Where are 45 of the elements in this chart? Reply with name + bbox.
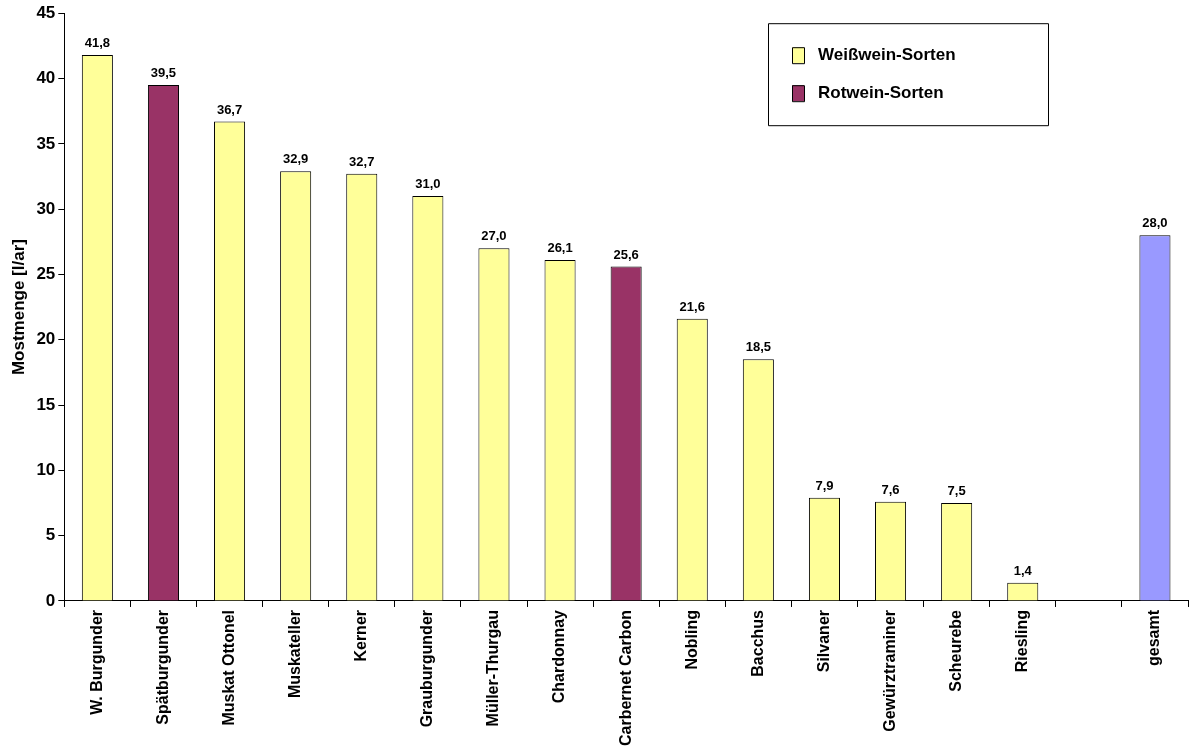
data-label: 32,9 bbox=[283, 151, 309, 167]
x-tick-label: Spätburgunder bbox=[153, 609, 171, 725]
y-tick-label: 45 bbox=[36, 2, 56, 22]
data-label: 1,4 bbox=[1013, 562, 1033, 578]
data-label: 39,5 bbox=[150, 65, 177, 81]
x-tick-label: Kerner bbox=[352, 609, 370, 662]
y-tick-label: 20 bbox=[36, 329, 56, 349]
data-label: 26,1 bbox=[547, 240, 573, 256]
y-tick-label: 0 bbox=[45, 590, 56, 610]
y-tick-label: 25 bbox=[36, 264, 56, 284]
y-tick-label: 15 bbox=[36, 394, 56, 414]
x-tick-label: gesamt bbox=[1145, 609, 1163, 667]
data-label: 7,6 bbox=[881, 481, 900, 497]
x-tick-label: Chardonnay bbox=[550, 609, 568, 704]
x-tick-label: Riesling bbox=[1013, 609, 1031, 673]
x-tick-label: Silvaner bbox=[814, 609, 832, 673]
data-label: 18,5 bbox=[745, 339, 772, 355]
x-tick-label: Carbernet Carbon bbox=[616, 609, 634, 747]
legend-label: Rotwein-Sorten bbox=[818, 82, 944, 102]
x-tick-label: Scheurebe bbox=[947, 609, 965, 692]
data-label: 31,0 bbox=[415, 176, 441, 192]
data-label: 7,5 bbox=[947, 483, 966, 499]
x-tick-label: Gewürztraminer bbox=[880, 609, 898, 732]
data-label: 7,9 bbox=[815, 477, 834, 493]
data-label: 21,6 bbox=[679, 298, 705, 314]
x-tick-label: Bacchus bbox=[748, 609, 766, 677]
x-tick-label: Grauburgunder bbox=[418, 609, 436, 728]
x-tick-label: Muskateller bbox=[286, 609, 304, 699]
legend-label: Weißwein-Sorten bbox=[818, 44, 956, 64]
data-label: 25,6 bbox=[613, 246, 639, 262]
data-label: 28,0 bbox=[1142, 215, 1168, 231]
x-tick-label: Müller-Thurgau bbox=[484, 609, 502, 727]
x-tick-label: W. Burgunder bbox=[87, 609, 105, 715]
y-tick-label: 35 bbox=[36, 133, 56, 153]
y-tick-label: 40 bbox=[36, 68, 56, 88]
data-label: 32,7 bbox=[349, 153, 375, 169]
data-label: 27,0 bbox=[481, 228, 507, 244]
y-tick-label: 30 bbox=[36, 198, 56, 218]
x-tick-label: Muskat Ottonel bbox=[219, 609, 237, 726]
y-tick-label: 5 bbox=[45, 525, 56, 545]
x-tick-label: Nobling bbox=[682, 609, 700, 670]
data-label: 36,7 bbox=[216, 101, 243, 117]
data-label: 41,8 bbox=[84, 35, 111, 51]
y-tick-label: 10 bbox=[36, 460, 56, 480]
y-axis-title: Mostmenge [l/ar] bbox=[8, 239, 28, 376]
